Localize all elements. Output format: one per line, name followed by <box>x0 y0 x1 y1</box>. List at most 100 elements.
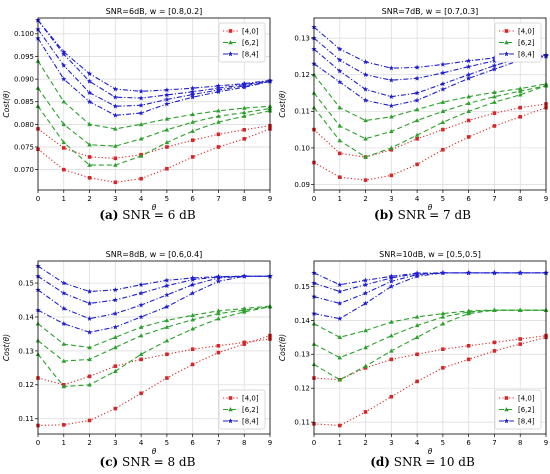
x-tick-label: 8 <box>518 195 522 203</box>
data-point <box>337 138 343 143</box>
data-point <box>190 128 195 133</box>
x-tick-label: 0 <box>312 439 316 447</box>
data-point <box>241 110 247 115</box>
data-point <box>112 287 118 293</box>
data-point <box>337 175 342 179</box>
data-point <box>61 140 67 145</box>
caption-a-label: (a) <box>99 208 119 222</box>
legend: [4,0] [6,2] [8,4] <box>494 389 542 430</box>
legend-entry: [8,4] <box>242 50 259 58</box>
data-point <box>87 356 92 362</box>
data-point <box>389 114 394 119</box>
axes-frame <box>37 17 271 191</box>
legend-entry: [6,2] <box>518 406 535 414</box>
data-point <box>362 86 369 92</box>
data-point <box>414 270 420 276</box>
data-point <box>440 70 446 76</box>
series-line <box>37 275 270 304</box>
data-point <box>86 315 93 321</box>
data-point <box>440 99 446 104</box>
data-point <box>138 95 144 101</box>
x-tick-label: 3 <box>113 195 117 203</box>
data-point <box>492 99 497 104</box>
x-axis-label: θ <box>428 447 433 456</box>
data-point <box>164 140 170 145</box>
data-point <box>440 311 446 316</box>
data-point <box>164 127 170 132</box>
data-point <box>87 162 92 167</box>
data-point <box>363 328 368 333</box>
x-tick-label: 4 <box>139 195 144 203</box>
data-point <box>241 273 247 279</box>
data-point <box>113 364 118 368</box>
x-tick-label: 2 <box>363 195 367 203</box>
x-tick-label: 0 <box>36 195 40 203</box>
x-tick-label: 4 <box>415 439 420 447</box>
series-line <box>313 74 547 122</box>
series-line <box>37 87 271 147</box>
y-tick-label: 0.13 <box>294 351 310 359</box>
data-point <box>164 96 170 102</box>
x-tick-label: 6 <box>190 439 195 447</box>
data-point <box>415 379 419 384</box>
y-tick-label: 0.10 <box>294 144 310 152</box>
data-point <box>337 151 342 156</box>
data-point <box>414 90 420 96</box>
data-point <box>86 329 93 335</box>
data-point <box>139 176 143 181</box>
data-point <box>61 49 67 55</box>
data-point <box>112 324 118 330</box>
data-point <box>164 317 170 323</box>
data-point <box>241 306 247 311</box>
data-point <box>61 62 67 68</box>
x-tick-label: 9 <box>268 439 272 447</box>
data-point <box>61 280 67 286</box>
data-point <box>363 363 368 368</box>
y-tick-label: 0.14 <box>18 313 34 321</box>
data-point <box>138 333 144 338</box>
data-point <box>113 162 118 167</box>
series-line <box>37 29 271 107</box>
data-point <box>113 156 118 161</box>
data-point <box>138 102 144 108</box>
data-point <box>388 65 394 71</box>
series-line <box>313 55 547 107</box>
data-point <box>517 88 523 93</box>
data-point <box>337 423 342 428</box>
data-point <box>414 323 420 328</box>
data-point <box>337 46 343 52</box>
data-point <box>190 326 195 331</box>
data-point <box>363 136 368 141</box>
data-point <box>517 86 523 91</box>
axes-frame <box>313 260 547 435</box>
data-point <box>362 59 369 65</box>
data-point <box>138 351 144 356</box>
x-tick-label: 6 <box>190 195 195 203</box>
data-point <box>363 154 368 159</box>
data-point <box>440 270 446 276</box>
legend: [4,0] [6,2] [8,4] <box>218 22 266 63</box>
legend-marker <box>228 407 233 412</box>
data-point <box>164 277 170 283</box>
caption-b-text: SNR = 7 dB <box>397 208 471 222</box>
data-point <box>86 78 93 84</box>
series-line <box>37 19 271 99</box>
x-axis-label: θ <box>152 203 157 212</box>
data-point <box>86 300 93 306</box>
data-point <box>363 410 368 414</box>
data-point <box>215 85 222 91</box>
caption-d-label: (d) <box>370 455 390 469</box>
data-point <box>337 105 343 110</box>
x-tick-label: 5 <box>165 439 169 447</box>
data-point <box>389 173 394 178</box>
data-point <box>337 334 343 340</box>
data-point <box>441 366 445 370</box>
y-tick-label: 0.090 <box>14 76 34 84</box>
data-point <box>87 121 92 127</box>
x-tick-label: 1 <box>62 439 66 447</box>
x-tick-label: 1 <box>62 195 66 203</box>
data-point <box>113 345 118 350</box>
data-point <box>466 344 471 348</box>
caption-d-text: SNR = 10 dB <box>393 455 475 469</box>
data-point <box>138 290 144 296</box>
